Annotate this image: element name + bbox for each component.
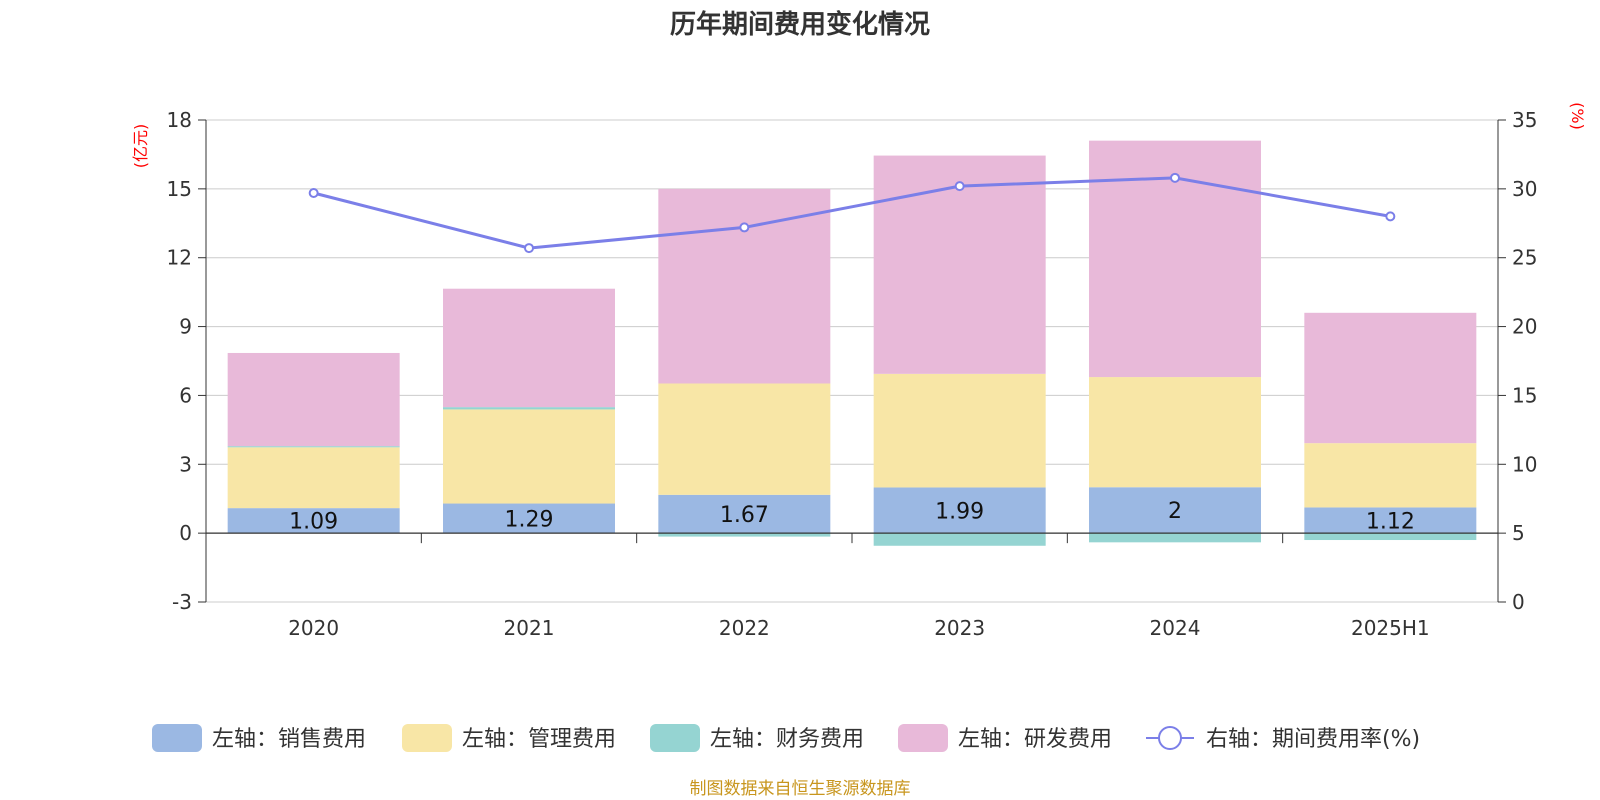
bars: 1.09 1.29 1.67 1.99 2 1.12	[227, 140, 1477, 546]
bar-segment	[227, 508, 400, 534]
bar-data-label: 2	[1168, 499, 1182, 524]
bar-segment	[443, 288, 615, 408]
x-tick-label: 2024	[1150, 616, 1201, 640]
legend-circle-icon	[1158, 726, 1182, 750]
bar-segment	[1089, 377, 1261, 488]
bar-segment	[227, 447, 400, 509]
bar-segment	[1304, 443, 1477, 508]
bar-segment	[1304, 533, 1477, 541]
legend-swatch-icon	[898, 724, 948, 752]
legend-item[interactable]: 左轴：管理费用	[402, 724, 616, 752]
bar-segment	[443, 407, 615, 410]
right-tick-label: 25	[1512, 246, 1537, 270]
left-tick-label: 0	[179, 521, 192, 545]
x-tick-label: 2020	[288, 616, 339, 640]
x-tick-label: 2023	[934, 616, 985, 640]
bar-segment	[1304, 312, 1477, 444]
bar-segment	[658, 383, 831, 495]
axes: -3 0 3 6 9 12 15 18 0 5 10 15 20 25 30 35 (亿元) (%) 2020 202…	[131, 102, 1587, 640]
rate-point	[954, 181, 965, 192]
chart-title: 历年期间费用变化情况	[670, 9, 930, 40]
bar-segment	[1089, 533, 1261, 543]
legend-label: 左轴：研发费用	[958, 727, 1112, 752]
bar-segment	[873, 487, 1046, 534]
legend-swatch-icon	[152, 724, 202, 752]
legend-item[interactable]: 左轴：研发费用	[898, 724, 1112, 752]
legend-item[interactable]: 左轴：销售费用	[152, 724, 366, 752]
right-tick-label: 0	[1512, 590, 1525, 614]
right-tick-label: 10	[1512, 452, 1537, 476]
bar-segment	[1304, 507, 1477, 534]
legend-item[interactable]: 右轴：期间费用率(%)	[1146, 726, 1420, 752]
right-tick-label: 15	[1512, 383, 1537, 407]
legend-label: 右轴：期间费用率(%)	[1206, 727, 1420, 752]
left-axis-unit: (亿元)	[131, 124, 150, 169]
bar-segment	[227, 446, 400, 448]
legend-label: 左轴：管理费用	[462, 727, 616, 752]
left-tick-label: 18	[167, 108, 192, 132]
legend-item[interactable]: 左轴：财务费用	[650, 724, 864, 752]
rate-point	[308, 187, 319, 198]
rate-point	[739, 222, 750, 233]
rate-point	[1170, 172, 1180, 183]
legend-swatch-icon	[402, 724, 452, 752]
legend[interactable]: 左轴：销售费用 左轴：管理费用 左轴：财务费用 左轴：研发费用 右轴：期间费用率(%)	[152, 724, 1420, 752]
bar-segment	[658, 494, 831, 534]
left-tick-label: 9	[179, 315, 192, 339]
right-tick-label: 20	[1512, 315, 1537, 339]
bar-segment	[873, 373, 1046, 488]
bar-data-label: 1.12	[1366, 509, 1415, 534]
bar-segment	[1089, 487, 1261, 534]
bar-segment	[658, 533, 831, 537]
bar-segment	[227, 352, 400, 447]
left-tick-label: 15	[167, 177, 192, 201]
grid	[206, 119, 1498, 603]
right-tick-label: 5	[1512, 521, 1525, 545]
x-tick-label: 2022	[719, 616, 770, 640]
rate-point	[524, 243, 534, 254]
legend-swatch-icon	[650, 724, 700, 752]
bar-data-label: 1.67	[720, 503, 769, 528]
bar-segment	[443, 409, 615, 504]
rate-point	[1385, 211, 1396, 222]
source-note: 制图数据来自恒生聚源数据库	[690, 779, 911, 799]
legend-label: 左轴：销售费用	[212, 727, 366, 752]
left-tick-label: 12	[167, 246, 192, 270]
left-tick-label: 3	[179, 452, 192, 476]
bar-segment	[873, 533, 1046, 546]
right-axis-unit: (%)	[1568, 102, 1587, 130]
right-tick-label: 30	[1512, 177, 1537, 201]
rate-line	[308, 172, 1396, 254]
right-tick-label: 35	[1512, 108, 1537, 132]
bar-data-label: 1.29	[505, 507, 554, 532]
legend-label: 左轴：财务费用	[710, 727, 864, 752]
bar-segment	[443, 503, 615, 534]
left-tick-label: 6	[179, 383, 192, 407]
bar-segment	[873, 155, 1046, 374]
x-tick-label: 2021	[504, 616, 555, 640]
bar-data-label: 1.09	[289, 510, 338, 535]
bar-segment	[658, 188, 831, 384]
bar-data-label: 1.99	[935, 499, 984, 524]
left-tick-label: -3	[172, 590, 192, 614]
rate-line-path	[313, 176, 1391, 250]
x-tick-label: 2025H1	[1351, 616, 1430, 640]
